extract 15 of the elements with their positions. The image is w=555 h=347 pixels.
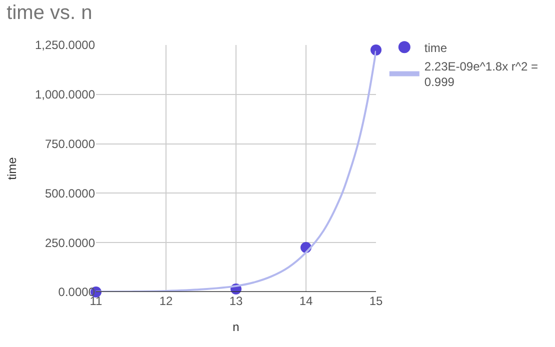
y-tick-label: 250.0000: [44, 236, 96, 250]
y-tick-label: 1,250.0000: [34, 38, 96, 52]
y-tick-label: 750.0000: [44, 137, 96, 151]
x-tick-label: 14: [299, 294, 313, 308]
x-tick-label: 12: [159, 294, 173, 308]
y-tick-label: 1,000.0000: [34, 88, 96, 102]
x-tick-label: 15: [369, 294, 383, 308]
legend-label: time: [424, 40, 448, 55]
x-axis-title: n: [232, 320, 240, 334]
y-tick-label: 500.0000: [44, 186, 96, 200]
point: [370, 44, 382, 56]
x-tick-label: 13: [229, 294, 243, 308]
chart-title: time vs. n: [6, 2, 92, 24]
legend-label: 2.23E-09e^1.8x r^2 = 0.999: [424, 60, 538, 90]
y-axis-title: time: [5, 156, 20, 180]
